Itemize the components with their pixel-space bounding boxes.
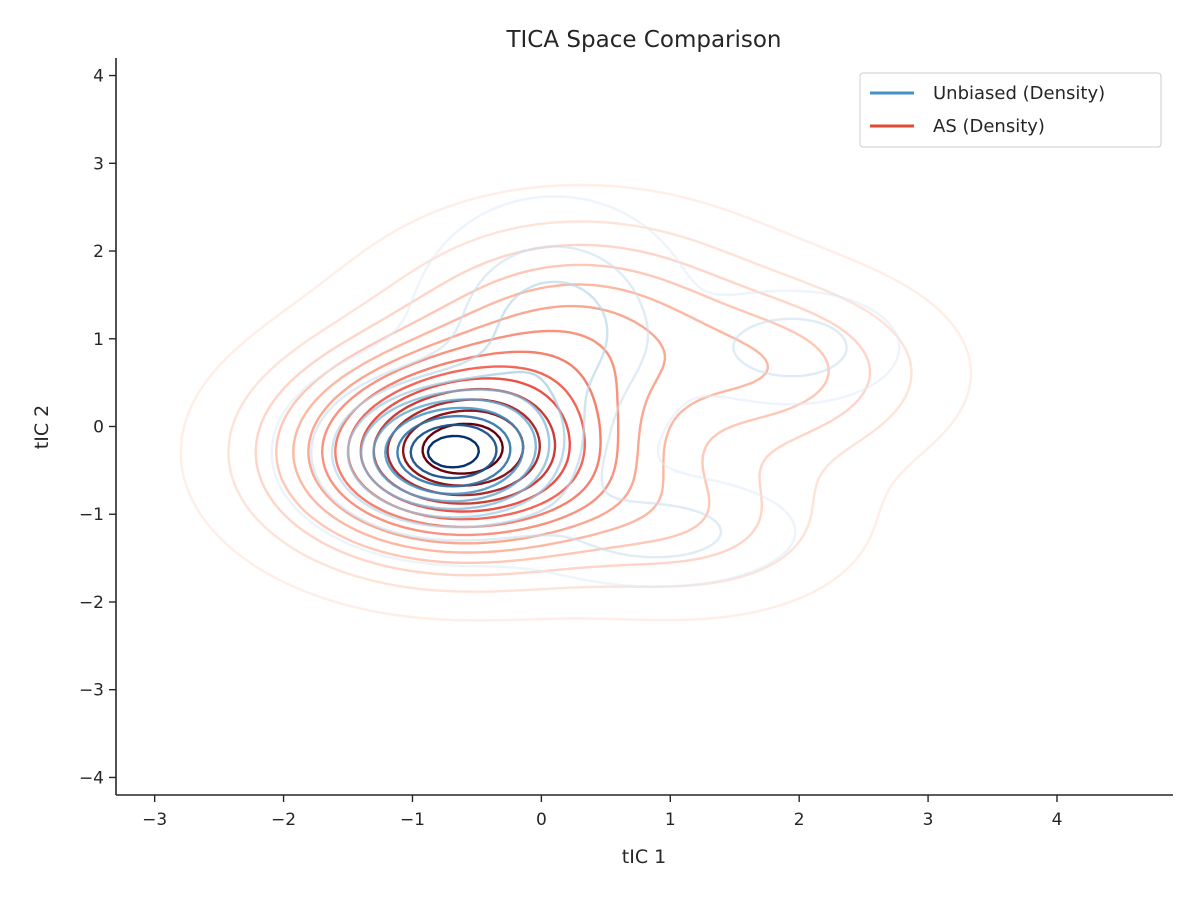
legend-label-as: AS (Density) — [933, 116, 1045, 137]
x-tick-label: 0 — [536, 810, 547, 830]
y-axis-label: tIC 2 — [31, 405, 53, 449]
y-tick-label: −4 — [79, 768, 104, 788]
y-tick-label: 1 — [93, 330, 104, 350]
chart-title: TICA Space Comparison — [505, 27, 781, 53]
unbiased-contour-level-1 — [270, 195, 901, 588]
x-axis-ticks: −3 −2 −1 0 1 2 3 4 — [142, 795, 1062, 830]
x-tick-label: 1 — [665, 810, 676, 830]
y-axis-ticks: −4 −3 −2 −1 0 1 2 3 4 — [79, 67, 116, 788]
y-tick-label: −2 — [79, 593, 104, 613]
unbiased-contour-level-3 — [330, 280, 609, 529]
y-tick-label: 4 — [93, 67, 104, 87]
y-tick-label: 2 — [93, 242, 104, 262]
unbiased-contour-level-8 — [396, 414, 512, 488]
contour-layer — [179, 183, 973, 622]
unbiased-contour-level-9 — [409, 423, 498, 480]
as-contour-level-3 — [254, 243, 872, 577]
unbiased-contour-level-2 — [310, 245, 848, 559]
x-tick-label: −1 — [400, 810, 425, 830]
y-tick-label: −1 — [79, 505, 104, 525]
as-contour-level-1 — [179, 183, 973, 622]
unbiased-contour-level-10 — [426, 434, 480, 469]
y-tick-label: 0 — [93, 418, 104, 438]
unbiased-contour-level-7 — [384, 406, 525, 496]
unbiased-contour-level-6 — [372, 398, 537, 503]
x-axis-label: tIC 1 — [622, 846, 666, 868]
unbiased-contour-level-5 — [360, 388, 551, 511]
x-tick-label: 3 — [923, 810, 934, 830]
as-contour-level-4 — [275, 263, 830, 564]
x-tick-label: −3 — [142, 810, 167, 830]
x-tick-label: −2 — [271, 810, 296, 830]
y-tick-label: 3 — [93, 154, 104, 174]
legend-label-unbiased: Unbiased (Density) — [933, 83, 1105, 104]
x-tick-label: 2 — [794, 810, 805, 830]
x-tick-label: 4 — [1052, 810, 1063, 830]
y-tick-label: −3 — [79, 681, 104, 701]
as-contour-level-5 — [292, 283, 769, 554]
legend: Unbiased (Density) AS (Density) — [859, 72, 1162, 148]
unbiased-contour-level-4 — [346, 370, 566, 519]
legend-frame — [859, 72, 1162, 148]
